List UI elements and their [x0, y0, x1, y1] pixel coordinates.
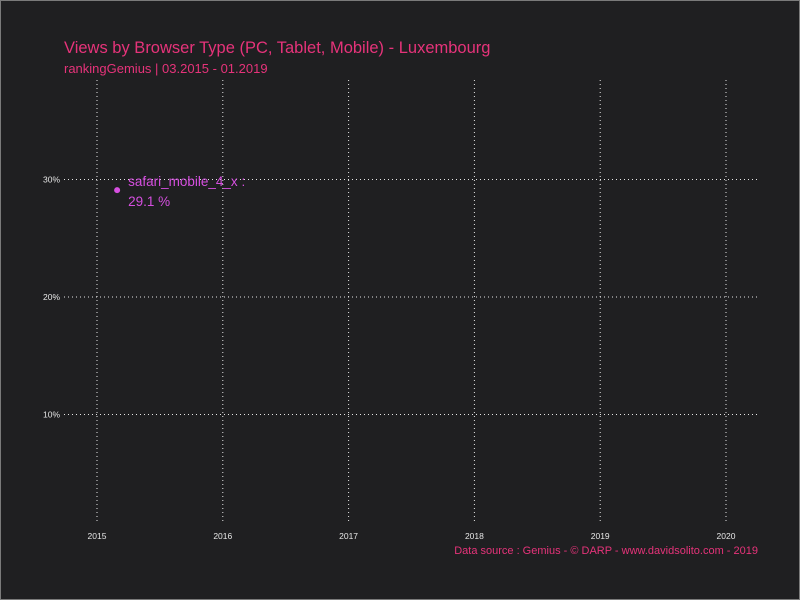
x-tick-label: 2018	[465, 531, 484, 541]
x-tick-label: 2015	[88, 531, 107, 541]
y-tick-labels: 10% 20% 30%	[43, 175, 60, 420]
chart-title: Views by Browser Type (PC, Tablet, Mobil…	[64, 39, 491, 57]
y-gridlines	[64, 179, 758, 415]
y-tick-label: 30%	[43, 175, 60, 185]
x-tick-label: 2020	[717, 531, 736, 541]
x-tick-label: 2016	[213, 531, 232, 541]
point-label-name: safari_mobile_4_x :	[128, 174, 245, 189]
chart-caption: Data source : Gemius - © DARP - www.davi…	[454, 545, 758, 557]
chart-subtitle: rankingGemius | 03.2015 - 01.2019	[64, 61, 268, 76]
x-tick-labels: 2015 2016 2017 2018 2019 2020	[88, 531, 736, 541]
x-tick-label: 2017	[339, 531, 358, 541]
x-gridlines	[96, 80, 727, 524]
data-points: safari_mobile_4_x : 29.1 %	[114, 174, 245, 209]
y-tick-label: 20%	[43, 292, 60, 302]
point-label-value: 29.1 %	[128, 194, 170, 209]
x-tick-label: 2019	[591, 531, 610, 541]
data-point-safari_mobile_4_x	[114, 187, 121, 194]
y-tick-label: 10%	[43, 410, 60, 420]
